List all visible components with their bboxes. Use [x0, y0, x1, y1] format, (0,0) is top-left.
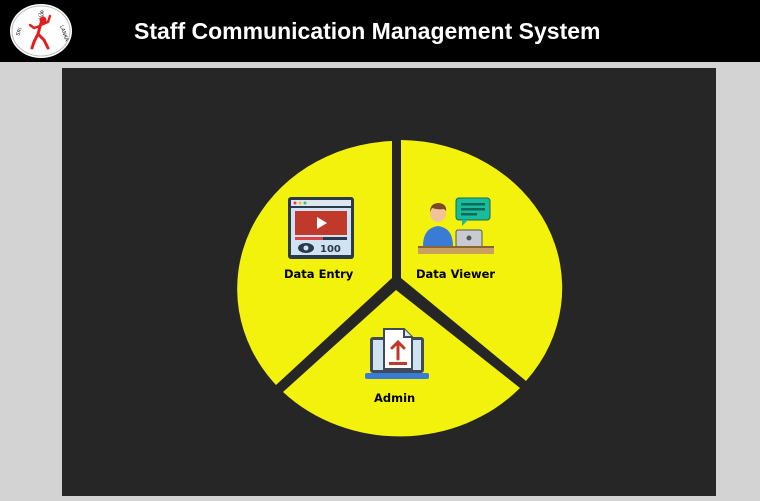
data-viewer-segment[interactable] — [401, 140, 563, 381]
logo-top-text: ශ්‍රී — [38, 10, 44, 19]
app-header: ශ්‍රී SRI LANKA Staff Communication Mana… — [0, 0, 760, 62]
admin-icon-box[interactable] — [364, 325, 430, 383]
data-entry-icon-box[interactable]: 100 — [286, 195, 356, 261]
admin-label[interactable]: Admin — [374, 391, 416, 405]
view-count-text: 100 — [320, 244, 341, 255]
page-title: Staff Communication Management System — [134, 18, 601, 44]
sri-lanka-emblem-icon: ශ්‍රී SRI LANKA — [11, 5, 71, 57]
user-laptop-chat-icon — [418, 197, 494, 254]
data-entry-label[interactable]: Data Entry — [284, 267, 354, 281]
main-panel: 100 Data Entry Data Viewer — [62, 68, 716, 496]
data-viewer-label[interactable]: Data Viewer — [416, 267, 496, 281]
menu-pie — [237, 140, 563, 437]
laptop-upload-icon — [365, 328, 429, 379]
logo-left-text: SRI — [15, 27, 23, 37]
app-logo: ශ්‍රී SRI LANKA — [10, 4, 72, 58]
logo-right-text: LANKA — [58, 25, 70, 43]
data-viewer-icon-box[interactable] — [418, 196, 494, 256]
runner-figure-icon — [28, 14, 52, 50]
video-dashboard-icon: 100 — [288, 197, 354, 259]
